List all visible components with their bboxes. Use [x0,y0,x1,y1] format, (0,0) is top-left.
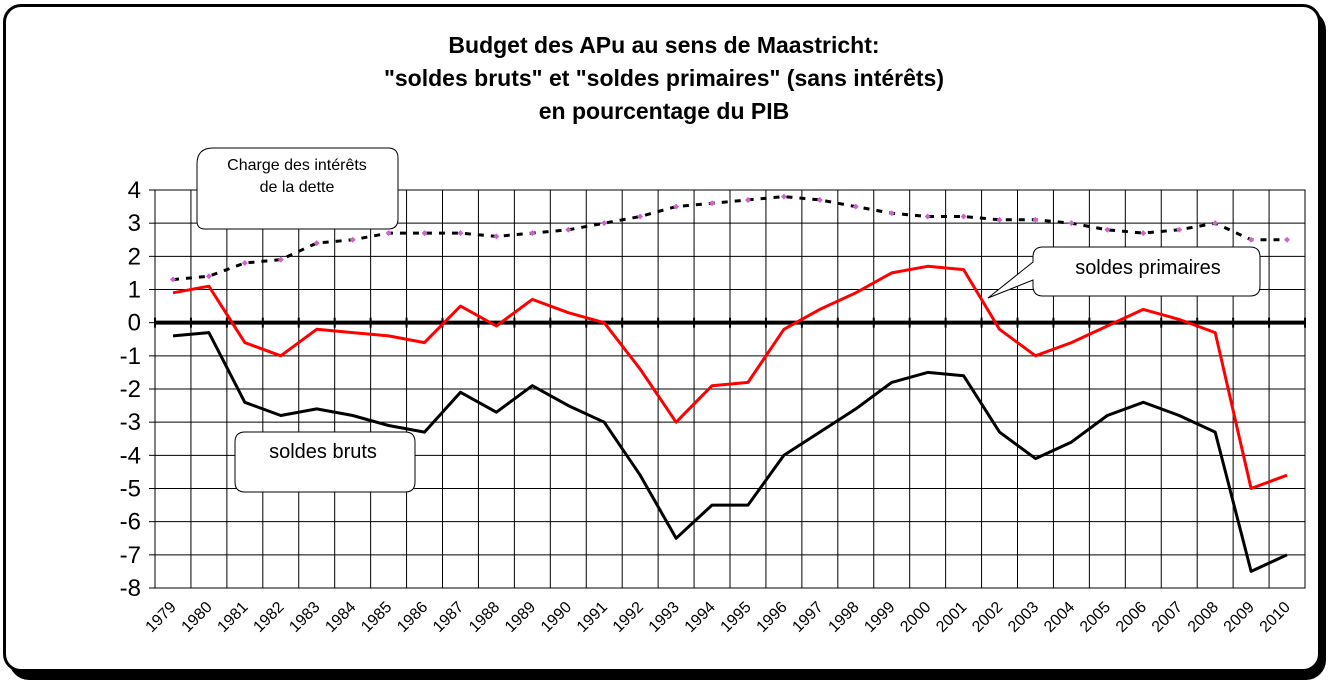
x-tick-label: 2009 [1221,599,1258,636]
series-marker-charge-interets [493,233,500,240]
callout-primary: soldes primaires [987,246,1261,299]
callout-interest-box [196,147,399,230]
x-tick-label: 2003 [1005,599,1042,636]
series-marker-charge-interets [1140,230,1147,237]
series-marker-charge-interets [1032,216,1039,223]
series-marker-charge-interets [816,196,823,203]
series-line-soldes-bruts [172,331,1288,573]
y-tick-label: -5 [120,476,141,503]
x-tick-label: 1990 [538,599,575,636]
x-tick-label: 1981 [214,599,251,636]
y-tick-label: -3 [120,409,141,436]
y-tick-label: 1 [128,277,141,304]
series-marker-charge-interets [709,200,716,207]
y-tick-label: -1 [120,343,141,370]
x-tick-label: 1980 [179,599,216,636]
x-tick-label: 2008 [1185,599,1222,636]
x-tick-label: 1987 [430,599,467,636]
series-marker-charge-interets [780,193,787,200]
series-marker-charge-interets [960,213,967,220]
callout-gross-box [234,431,416,493]
series-marker-charge-interets [924,213,931,220]
callout-gross-label: soldes bruts [269,441,377,463]
series-marker-charge-interets [744,196,751,203]
x-tick-label: 1993 [646,599,683,636]
series-marker-charge-interets [1068,220,1075,227]
chart-series [169,193,1291,573]
series-marker-charge-interets [169,276,176,283]
y-tick-label: 2 [128,243,141,270]
series-marker-charge-interets [205,273,212,280]
series-marker-charge-interets [241,259,248,266]
x-tick-label: 1979 [143,599,180,636]
y-tick-label: -2 [120,376,141,403]
series-marker-charge-interets [529,230,536,237]
series-marker-charge-interets [1284,236,1291,243]
series-marker-charge-interets [565,226,572,233]
title-line-1: Budget des APu au sens de Maastricht: [448,32,879,58]
x-tick-label: 1996 [754,599,791,636]
y-tick-label: 4 [128,177,141,204]
series-marker-charge-interets [277,256,284,263]
x-tick-label: 2006 [1113,599,1150,636]
x-tick-label: 1999 [861,599,898,636]
series-marker-charge-interets [1104,226,1111,233]
series-marker-charge-interets [349,236,356,243]
x-tick-label: 1986 [394,599,431,636]
x-tick-label: 2000 [897,599,934,636]
y-tick-label: 0 [128,310,141,337]
x-tick-label: 2007 [1149,599,1186,636]
x-tick-label: 1997 [789,599,826,636]
series-marker-charge-interets [1248,236,1255,243]
callout-primary-label: soldes primaires [1075,257,1221,279]
callout-interest-line-1: Charge des intérêts [227,157,367,174]
series-marker-charge-interets [601,220,608,227]
series-marker-charge-interets [852,203,859,210]
series-line-charge-interets [172,195,1287,282]
y-tick-label: -8 [120,575,141,602]
series-marker-charge-interets [637,213,644,220]
x-tick-label: 1991 [574,599,611,636]
series-line-soldes-primaires [172,264,1288,490]
callout-interest-line-2: de la dette [260,179,335,196]
title-line-2: "soldes bruts" et "soldes primaires" (sa… [384,65,944,91]
x-tick-label: 1985 [358,599,395,636]
series-marker-charge-interets [888,210,895,217]
x-axis-ticks: 1979198019811982198319841985198619871988… [143,599,1294,636]
x-tick-label: 2010 [1257,599,1294,636]
x-tick-label: 1992 [610,599,647,636]
series-marker-charge-interets [421,230,428,237]
y-tick-label: -6 [120,509,141,536]
x-tick-label: 2004 [1041,599,1078,636]
series-marker-charge-interets [457,230,464,237]
x-tick-label: 1995 [718,599,755,636]
x-tick-label: 1988 [466,599,503,636]
x-tick-label: 1989 [502,599,539,636]
callout-primary-box [987,246,1261,299]
y-tick-label: -7 [120,542,141,569]
series-marker-charge-interets [1212,220,1219,227]
chart-title: Budget des APu au sens de Maastricht: "s… [384,32,944,124]
title-line-3: en pourcentage du PIB [539,98,789,124]
y-tick-label: 3 [128,210,141,237]
x-tick-label: 1984 [322,599,359,636]
series-marker-charge-interets [1176,226,1183,233]
x-tick-label: 1998 [825,599,862,636]
x-tick-label: 1982 [250,599,287,636]
y-tick-label: -4 [120,442,141,469]
x-tick-label: 2005 [1077,599,1114,636]
callout-interest: Charge des intérêts de la dette [196,147,399,230]
series-marker-charge-interets [996,216,1003,223]
series-marker-charge-interets [673,203,680,210]
series-marker-charge-interets [385,230,392,237]
x-tick-label: 2001 [933,599,970,636]
x-tick-label: 1983 [286,599,323,636]
callout-gross: soldes bruts [234,431,416,493]
x-tick-label: 2002 [969,599,1006,636]
series-marker-charge-interets [313,240,320,247]
x-tick-label: 1994 [682,599,719,636]
y-axis-ticks: 4 3 2 1 0 -1 -2 -3 -4 -5 -6 -7 -8 [120,177,141,602]
